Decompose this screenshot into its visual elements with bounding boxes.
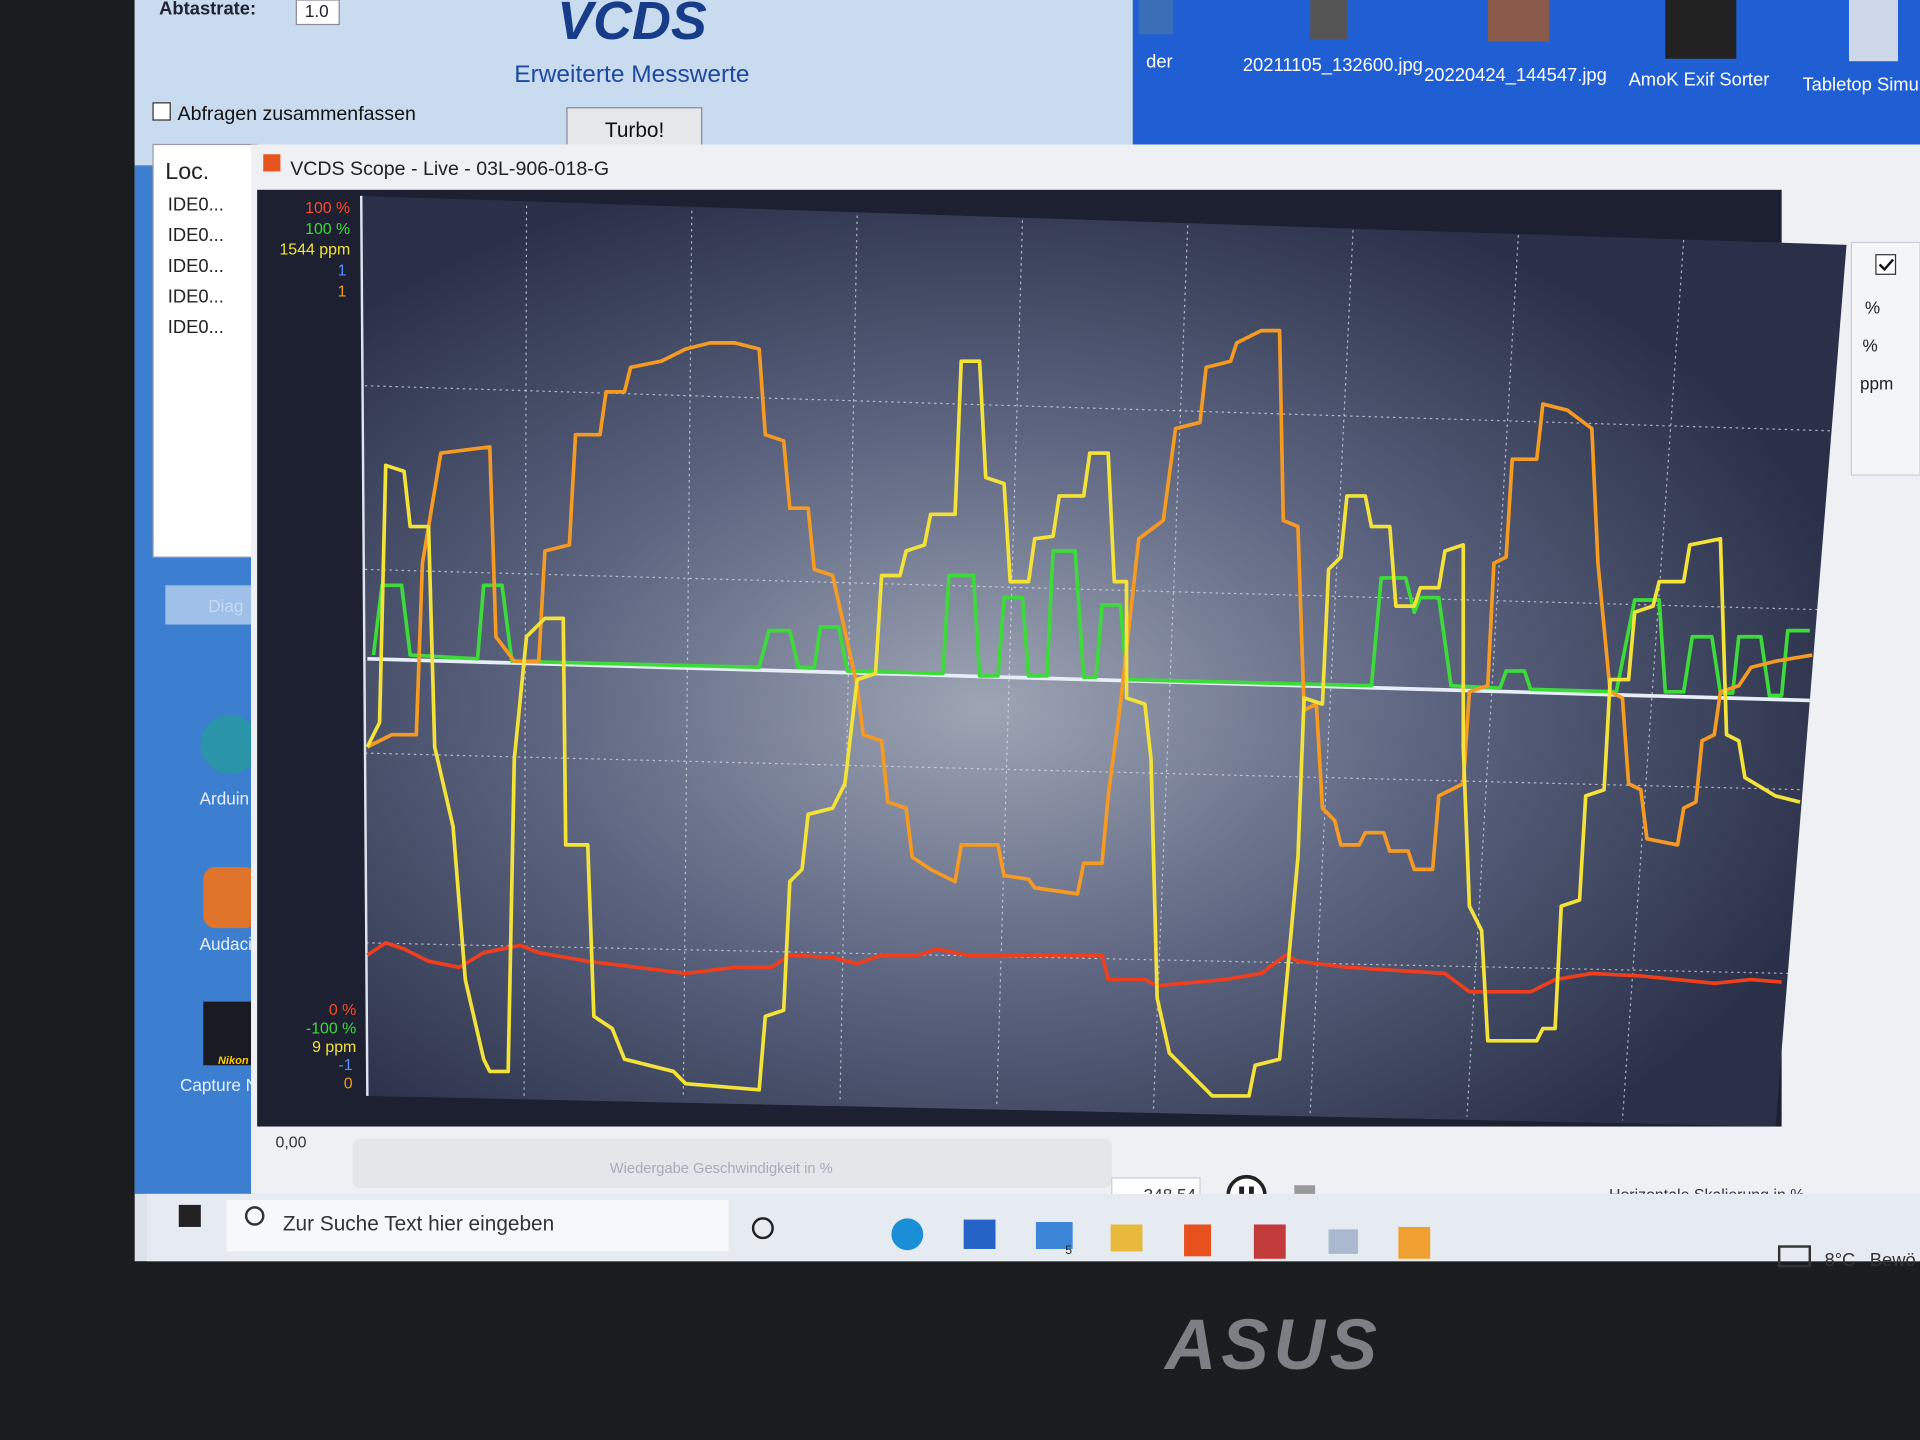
max-label: 1 — [338, 283, 347, 300]
desktop-icons: Arduin Audaci Nikon Capture N — [180, 715, 260, 1095]
taskbar-app[interactable] — [891, 1218, 924, 1251]
checkbox[interactable] — [1875, 254, 1897, 275]
max-label: 1544 ppm — [279, 242, 350, 259]
grid-line — [1309, 230, 1354, 1114]
taskbar-app[interactable] — [1398, 1226, 1431, 1259]
icon — [1310, 0, 1347, 40]
grid-line — [366, 942, 1791, 975]
table-cell: IDE0... — [168, 285, 224, 306]
icon-badge: Nikon — [218, 1055, 249, 1067]
y-axis — [360, 195, 369, 1096]
speed-slider[interactable] — [352, 1138, 1112, 1188]
taskbar-app[interactable] — [1110, 1224, 1143, 1252]
button-label: Diag — [208, 596, 243, 616]
taskbar-app[interactable] — [1328, 1229, 1358, 1254]
taskbar-app[interactable] — [1253, 1224, 1286, 1259]
slider-label: Wiedergabe Geschwindigkeit in % — [610, 1161, 833, 1177]
trace — [365, 359, 1801, 1098]
taskbar-app[interactable] — [963, 1219, 996, 1249]
input-value: 1.0 — [305, 1, 329, 21]
plot-area — [361, 195, 1847, 1127]
weather: 8°C — [1824, 1249, 1855, 1270]
max-label: 1 — [338, 263, 347, 280]
icon — [1665, 0, 1737, 59]
badge: 5 — [1065, 1243, 1072, 1257]
icon — [200, 715, 260, 774]
table-rows: IDE0... IDE0... IDE0... IDE0... IDE0... — [168, 194, 224, 337]
turbo-button[interactable] — [566, 107, 703, 150]
app-icon — [263, 154, 281, 172]
window-title: VCDS Scope - Live - 03L-906-018-G — [290, 158, 609, 180]
weather-text: Bewö — [1870, 1249, 1916, 1270]
start-button[interactable] — [178, 1204, 201, 1227]
diag-button[interactable] — [165, 585, 258, 625]
icon-label: Audaci — [200, 934, 252, 954]
grid-line — [364, 752, 1807, 791]
min-label: -100 % — [306, 1020, 356, 1037]
max-label: 100 % — [305, 200, 350, 217]
trace — [366, 328, 1813, 896]
taskview-button[interactable] — [751, 1217, 774, 1240]
icon — [1848, 0, 1898, 62]
logo: VCDS — [557, 0, 707, 51]
icon-label: 20211105_132600.jpg — [1243, 54, 1423, 76]
unit-label: ppm — [1860, 373, 1893, 393]
icon — [1487, 0, 1549, 42]
loc-table — [152, 143, 258, 558]
scale-labels: 100 % 100 % 1544 ppm 1 1 0 % -100 % 9 pp… — [279, 200, 356, 1093]
channel-panel — [1850, 241, 1920, 476]
min-label: -1 — [338, 1057, 352, 1074]
brand-logo: ASUS — [1163, 1306, 1382, 1385]
icon-label: AmoK Exif Sorter — [1629, 69, 1770, 90]
checkbox-label: Abfragen zusammenfassen — [178, 103, 416, 125]
search-box[interactable] — [226, 1200, 729, 1252]
icon-label: Arduin — [200, 788, 250, 808]
min-label: 0 % — [329, 1002, 356, 1019]
table-cell: IDE0... — [168, 224, 224, 245]
icon — [203, 1001, 258, 1066]
checkbox[interactable] — [152, 102, 171, 121]
zero-line — [367, 656, 1810, 703]
search-icon — [244, 1206, 265, 1226]
weather-icon — [1777, 1245, 1812, 1268]
time-start: 0,00 — [276, 1134, 307, 1151]
table-cell: IDE0... — [168, 194, 224, 215]
grid-line — [1152, 225, 1189, 1110]
trace — [371, 549, 1810, 698]
checkmark — [1878, 258, 1894, 272]
input[interactable] — [295, 0, 340, 26]
subtitle: Erweiterte Messwerte — [514, 61, 749, 88]
min-label: 0 — [344, 1076, 353, 1093]
trace — [366, 941, 1782, 994]
table-header: Loc. — [165, 158, 209, 184]
icon-label: Capture N — [180, 1075, 258, 1095]
icon-label: der — [1146, 50, 1173, 71]
grid-line — [682, 210, 693, 1099]
icon — [203, 866, 258, 929]
icon — [1138, 0, 1174, 35]
icon-label: 20220424_144547.jpg — [1424, 64, 1607, 86]
table-cell: IDE0... — [168, 316, 224, 337]
min-label: 9 ppm — [312, 1039, 356, 1056]
search-placeholder: Zur Suche Text hier eingeben — [283, 1213, 554, 1236]
max-label: 100 % — [305, 221, 350, 238]
grid-line — [364, 568, 1825, 611]
grid-line — [996, 220, 1024, 1106]
button-label: Turbo! — [605, 119, 664, 142]
grid-line — [839, 215, 858, 1103]
grid-line — [1466, 235, 1519, 1117]
taskbar-app[interactable] — [1035, 1222, 1073, 1249]
label: Abtastrate: — [159, 0, 256, 19]
unit-label: % — [1862, 335, 1877, 355]
icon-label: Tabletop Simu — [1802, 74, 1918, 95]
desktop-icons: der 20211105_132600.jpg 20220424_144547.… — [1138, 0, 1919, 95]
unit-label: % — [1865, 297, 1880, 317]
table-cell: IDE0... — [168, 255, 224, 276]
taskbar-app[interactable] — [1184, 1224, 1212, 1257]
